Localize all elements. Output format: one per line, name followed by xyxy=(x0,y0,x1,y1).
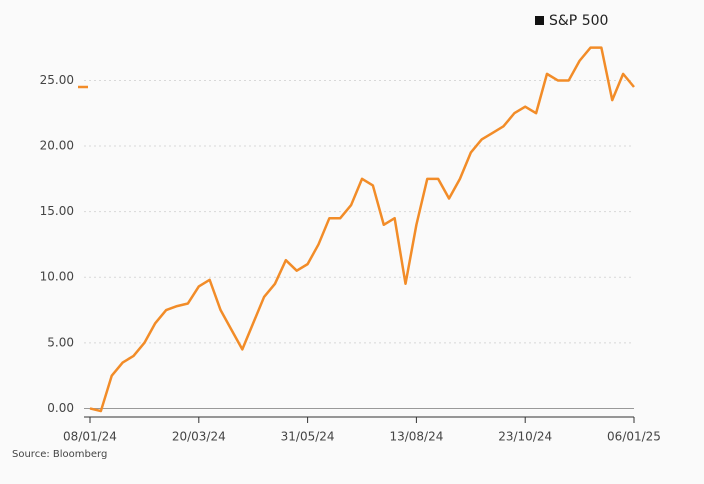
legend-swatch xyxy=(535,16,544,25)
x-tick-label: 13/08/24 xyxy=(389,430,443,444)
y-tick-label: 5.00 xyxy=(47,335,74,349)
y-tick-label: 10.00 xyxy=(40,270,74,284)
x-tick-label: 08/01/24 xyxy=(63,430,117,444)
y-tick-label: 15.00 xyxy=(40,204,74,218)
x-tick-label: 23/10/24 xyxy=(498,430,552,444)
legend-label: S&P 500 xyxy=(549,13,608,29)
x-tick-label: 20/03/24 xyxy=(172,430,226,444)
y-tick-label: 25.00 xyxy=(40,73,74,87)
x-tick-label: 31/05/24 xyxy=(281,430,335,444)
source-note: Source: Bloomberg xyxy=(12,449,107,460)
series-line xyxy=(89,46,635,413)
x-tick-label: 06/01/25 xyxy=(607,430,661,444)
y-tick-label: 0.00 xyxy=(47,401,74,415)
y-tick-label: 20.00 xyxy=(40,139,74,153)
